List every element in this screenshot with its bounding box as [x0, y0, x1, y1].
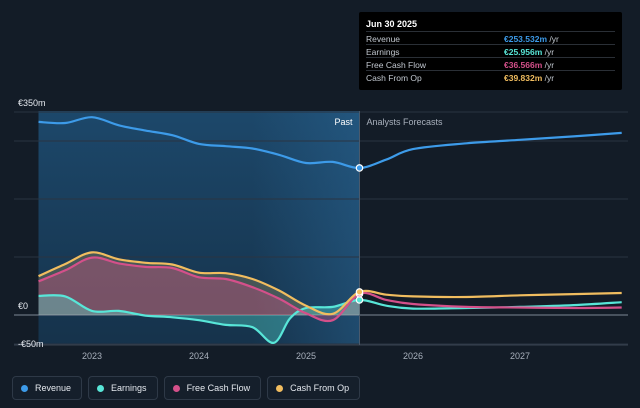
y-tick-label: €0: [18, 301, 28, 311]
tooltip-label: Revenue: [366, 34, 401, 44]
y-tick-label: -€50m: [18, 339, 44, 349]
x-tick-label: 2024: [189, 351, 209, 361]
tooltip-value: €39.832m /yr: [504, 73, 555, 83]
series-area-earnings: [38, 295, 360, 343]
marker-earnings: [355, 296, 364, 304]
legend-label: Cash From Op: [290, 383, 350, 393]
y-tick-label: €350m: [18, 98, 46, 108]
series-line-free-cash-flow: [38, 256, 622, 323]
tooltip-value: €25.956m /yr: [504, 47, 555, 57]
tooltip-row-earnings: Earnings €25.956m /yr: [366, 44, 615, 58]
series-line-earnings: [38, 294, 622, 344]
financials-chart: Past Analysts Forecasts €350m €0 -€50m 2023 20…: [14, 98, 628, 361]
tooltip-label: Cash From Op: [366, 73, 422, 83]
series-line-cash-from-op: [38, 251, 622, 316]
tooltip-panel: Jun 30 2025 Revenue €253.532m /yr Earnin…: [359, 12, 622, 90]
legend-label: Revenue: [35, 383, 72, 393]
marker-revenue: [355, 164, 364, 172]
legend-item-cash-from-op[interactable]: Cash From Op: [267, 376, 361, 400]
tooltip-date: Jun 30 2025: [366, 19, 418, 29]
legend-dot-icon: [276, 384, 284, 392]
tooltip-row-revenue: Revenue €253.532m /yr: [366, 31, 615, 45]
tooltip-label: Free Cash Flow: [366, 60, 426, 70]
legend-label: Free Cash Flow: [186, 383, 251, 393]
tooltip-value: €36.566m /yr: [504, 60, 555, 70]
legend-item-revenue[interactable]: Revenue: [12, 376, 83, 400]
chart-legend: Revenue Earnings Free Cash Flow Cash Fro…: [12, 376, 361, 400]
forecast-label: Analysts Forecasts: [367, 117, 444, 127]
x-tick-label: 2025: [296, 351, 316, 361]
legend-dot-icon: [172, 384, 180, 392]
tooltip-row-cfo: Cash From Op €39.832m /yr: [366, 70, 615, 84]
legend-dot-icon: [97, 384, 105, 392]
x-tick-label: 2027: [510, 351, 530, 361]
legend-dot-icon: [21, 384, 28, 392]
series-area-free-cash-flow: [38, 257, 360, 322]
tooltip-label: Earnings: [366, 47, 400, 57]
tooltip-row-fcf: Free Cash Flow €36.566m /yr: [366, 57, 615, 71]
x-tick-label: 2023: [82, 351, 102, 361]
x-tick-label: 2026: [403, 351, 423, 361]
series-line-revenue: [38, 116, 622, 170]
legend-item-free-cash-flow[interactable]: Free Cash Flow: [163, 376, 262, 400]
past-label: Past: [334, 117, 353, 127]
legend-label: Earnings: [111, 383, 147, 393]
legend-item-earnings[interactable]: Earnings: [88, 376, 158, 400]
marker-cash-from-op: [355, 288, 364, 296]
tooltip-value: €253.532m /yr: [504, 34, 559, 44]
